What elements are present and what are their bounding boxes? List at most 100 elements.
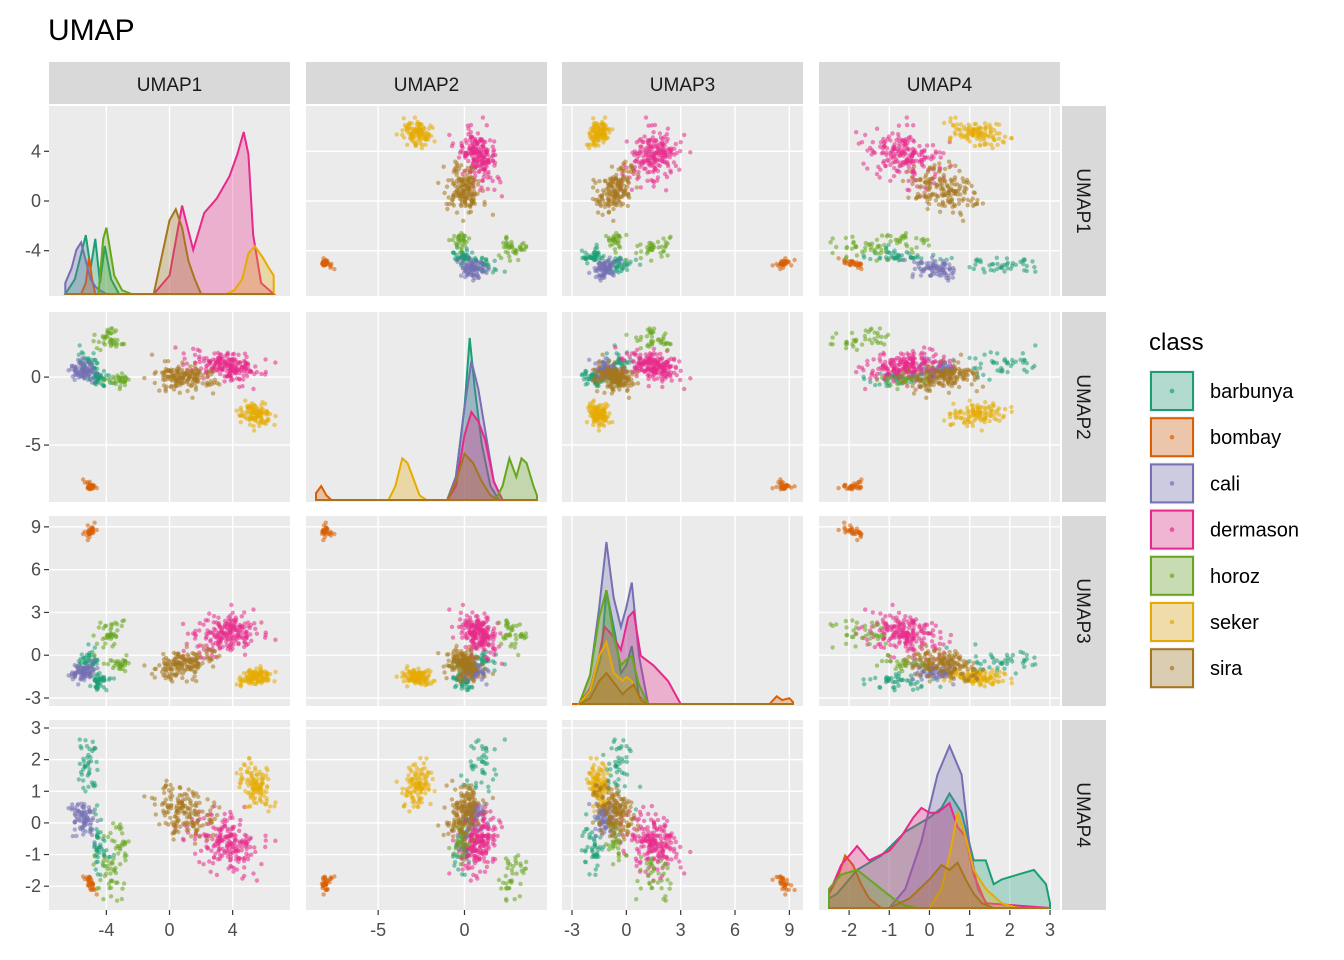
scatter-point-barbunya [981, 372, 986, 378]
scatter-point-cali [598, 273, 604, 278]
scatter-point-bombay [855, 480, 861, 485]
scatter-point-dermason [641, 359, 646, 364]
scatter-point-dermason [244, 636, 249, 641]
scatter-point-dermason [180, 621, 186, 627]
scatter-point-sira [454, 210, 460, 215]
scatter-point-horoz [98, 620, 103, 625]
scatter-point-dermason [869, 152, 874, 157]
scatter-point-bombay [82, 529, 88, 534]
scatter-point-barbunya [1008, 363, 1014, 369]
scatter-point-dermason [660, 136, 665, 142]
scatter-point-seker [416, 128, 421, 134]
scatter-point-dermason [637, 148, 643, 153]
scatter-point-barbunya [906, 251, 912, 256]
scatter-point-cali [87, 360, 92, 365]
scatter-point-horoz [113, 340, 118, 346]
scatter-point-cali [90, 663, 95, 668]
scatter-point-sira [454, 172, 459, 177]
scatter-point-dermason [894, 146, 899, 151]
scatter-point-dermason [632, 366, 637, 371]
scatter-point-seker [418, 141, 423, 146]
scatter-point-sira [618, 166, 624, 171]
scatter-point-dermason [884, 152, 889, 158]
scatter-point-dermason [201, 622, 206, 627]
scatter-point-sira [913, 178, 918, 183]
scatter-point-dermason [874, 171, 880, 177]
scatter-point-sira [465, 186, 470, 192]
scatter-point-horoz [108, 658, 113, 663]
scatter-point-seker [264, 409, 269, 414]
scatter-point-barbunya [971, 266, 976, 272]
scatter-point-sira [184, 380, 190, 385]
scatter-point-sira [459, 163, 464, 168]
scatter-point-barbunya [1004, 361, 1010, 366]
scatter-point-barbunya [624, 267, 630, 273]
scatter-point-dermason [888, 162, 893, 168]
scatter-point-sira [940, 199, 945, 205]
scatter-point-sira [948, 193, 953, 198]
scatter-point-sira [972, 377, 977, 383]
scatter-point-dermason [197, 348, 202, 354]
scatter-point-seker [977, 142, 983, 147]
scatter-point-dermason [911, 123, 916, 128]
scatter-point-sira [939, 182, 944, 187]
scatter-point-sira [941, 172, 946, 178]
scatter-point-sira [172, 383, 177, 388]
scatter-point-sira [168, 374, 173, 379]
scatter-point-barbunya [581, 377, 587, 382]
scatter-point-barbunya [877, 255, 883, 260]
scatter-point-sira [188, 369, 193, 374]
scatter-point-sira [482, 199, 487, 205]
scatter-point-sira [940, 359, 945, 364]
scatter-point-sira [937, 168, 942, 173]
scatter-point-dermason [469, 147, 474, 153]
scatter-point-barbunya [95, 679, 100, 685]
scatter-point-sira [960, 375, 966, 381]
scatter-point-dermason [480, 178, 485, 183]
scatter-point-horoz [882, 342, 887, 347]
scatter-point-barbunya [101, 383, 107, 389]
scatter-point-sira [968, 199, 974, 204]
scatter-point-dermason [669, 150, 674, 155]
scatter-point-horoz [104, 623, 109, 628]
scatter-point-dermason [905, 157, 910, 162]
scatter-point-seker [402, 122, 408, 128]
scatter-point-dermason [922, 148, 927, 153]
scatter-point-sira [956, 366, 962, 372]
scatter-point-dermason [245, 641, 251, 647]
scatter-point-cali [939, 273, 944, 278]
scatter-point-dermason [646, 384, 651, 389]
scatter-point-sira [595, 188, 600, 194]
scatter-point-horoz [616, 233, 622, 238]
scatter-point-dermason [897, 160, 902, 165]
scatter-point-sira [451, 194, 456, 200]
scatter-point-sira [937, 209, 943, 214]
scatter-point-sira [956, 384, 962, 390]
scatter-point-sira [952, 359, 957, 364]
scatter-point-barbunya [978, 361, 983, 366]
scatter-point-horoz [113, 660, 119, 666]
scatter-point-dermason [629, 187, 635, 192]
scatter-point-cali [902, 257, 907, 263]
scatter-point-dermason [495, 174, 500, 180]
scatter-point-cali [475, 271, 480, 277]
scatter-point-dermason [871, 357, 876, 362]
scatter-point-sira [606, 203, 612, 209]
scatter-point-barbunya [1032, 264, 1037, 270]
scatter-point-sira [950, 380, 956, 386]
scatter-point-dermason [472, 151, 477, 156]
scatter-point-sira [607, 192, 612, 197]
scatter-point-cali [930, 270, 936, 275]
scatter-point-dermason [673, 141, 678, 147]
scatter-point-seker [1009, 404, 1014, 410]
scatter-point-seker [950, 421, 956, 427]
scatter-point-barbunya [94, 684, 99, 690]
scatter-point-dermason [481, 167, 487, 172]
scatter-point-dermason [208, 637, 213, 643]
scatter-point-barbunya [77, 343, 82, 348]
scatter-point-dermason [854, 369, 859, 375]
scatter-point-sira [900, 381, 906, 386]
scatter-point-dermason [211, 620, 216, 625]
scatter-point-seker [1002, 134, 1008, 139]
scatter-point-horoz [872, 247, 877, 253]
